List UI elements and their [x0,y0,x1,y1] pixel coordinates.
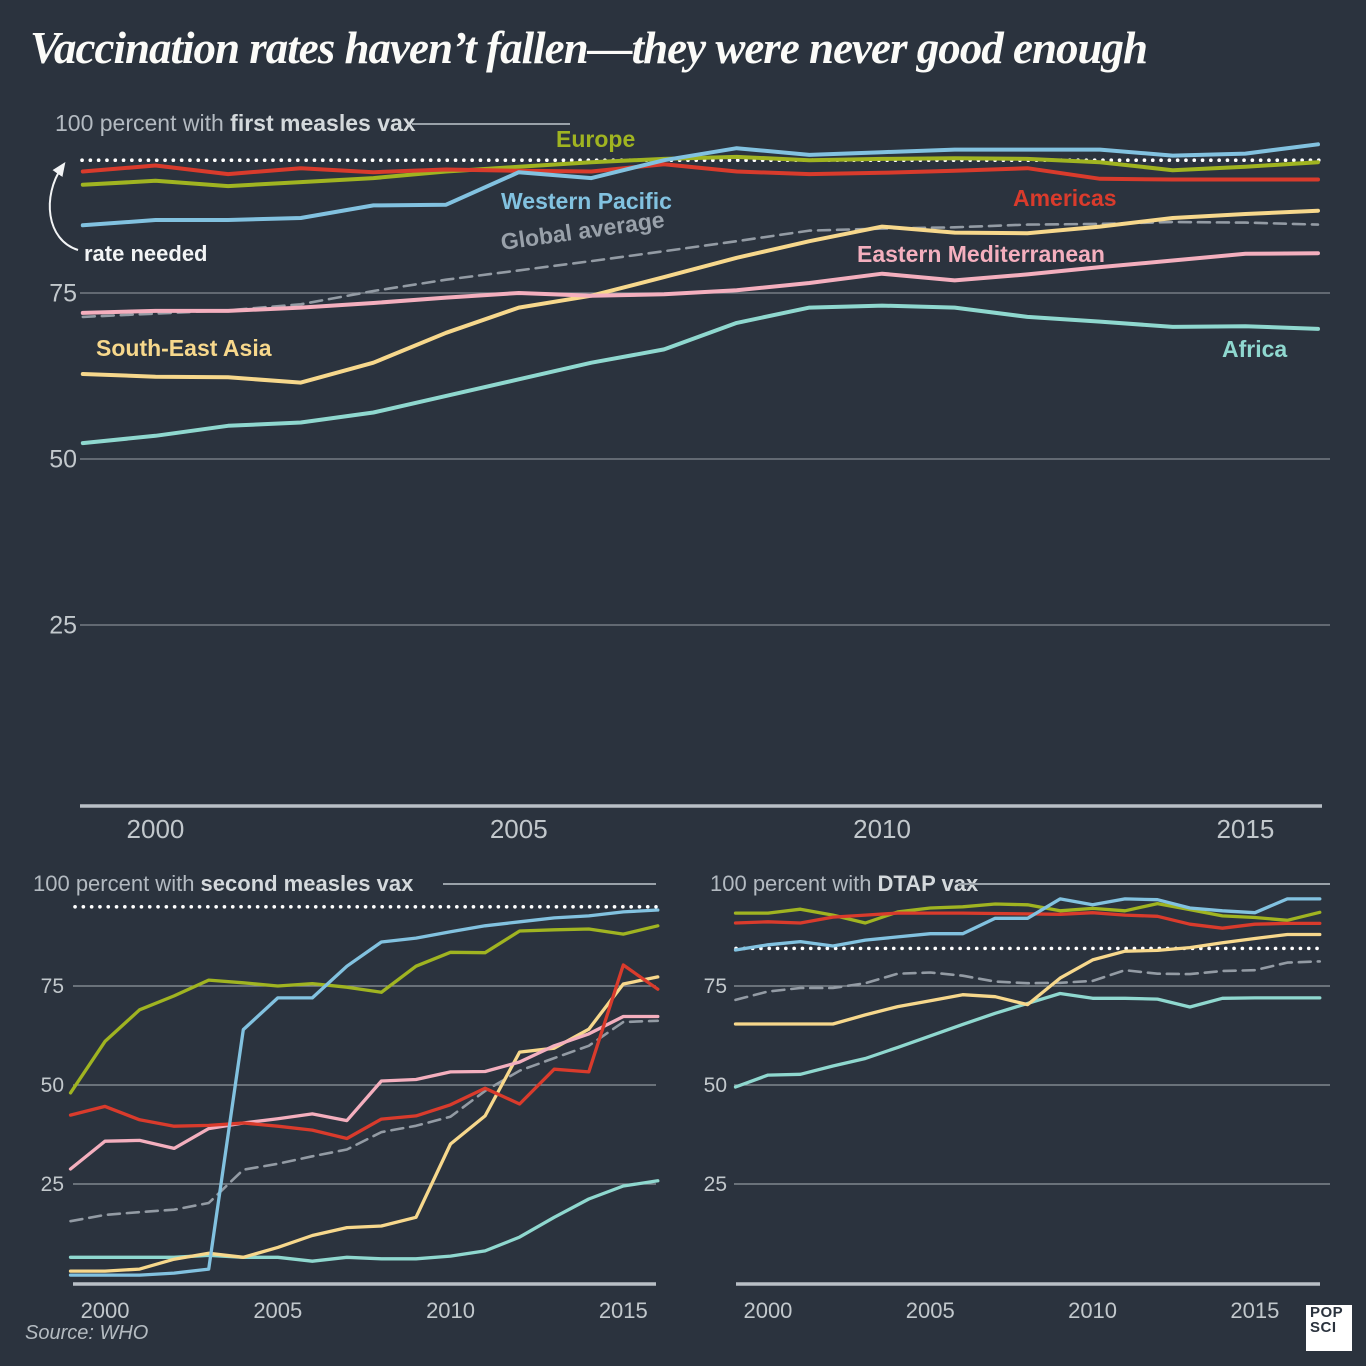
y-tick-label-75: 75 [41,975,64,998]
series-line-western-pacific [80,142,1320,228]
chart-second-measles: 75 50 25 2000 2005 2010 2015 100 percent with s… [33,871,660,1323]
x-tick-label-2000: 2000 [81,1298,130,1323]
x-tick-label-2005: 2005 [253,1298,302,1323]
series-line-global-average [69,1019,660,1223]
series-line-europe [80,154,1320,189]
chart-heading: 100 percent with second measles vax [33,871,414,896]
series-line-western-pacific [733,897,1322,952]
series-line-africa [68,1179,660,1263]
series-label-western-pacific: Western Pacific [501,188,672,214]
chart-first-measles: 75 50 25 2000 2005 2010 2015 100 percent with f… [48,110,1330,844]
y-tick-label-25: 25 [49,612,77,640]
x-tick-label-2015: 2015 [1230,1298,1279,1323]
series-line-americas [80,162,1320,182]
series-line-americas [68,963,660,1141]
y-tick-label-50: 50 [41,1074,64,1097]
series-line-global-average [734,960,1322,1002]
x-tick-label-2010: 2010 [426,1298,475,1323]
x-tick-label-2015: 2015 [599,1298,648,1323]
x-tick-label-2000: 2000 [127,814,185,844]
y-tick-label-75: 75 [704,975,727,998]
series-line-europe [733,901,1322,925]
x-tick-label-2005: 2005 [906,1298,955,1323]
rate-needed-arrow [48,162,79,251]
popsci-logo-line1: POP [1310,1304,1344,1321]
x-tick-label-2015: 2015 [1216,814,1274,844]
y-tick-label-50: 50 [49,446,77,474]
chart-heading-subject: first measles vax [230,110,416,136]
series-label-africa: Africa [1222,336,1287,362]
chart-heading-subject: second measles vax [201,871,415,896]
series-line-africa [733,991,1322,1089]
series-line-western-pacific [68,908,660,1277]
popsci-logo: POP SCI [1306,1305,1352,1351]
series-line-eastern-mediterranean [68,1014,660,1171]
series-line-eastern-mediterranean [80,251,1320,315]
chart-heading: 100 percent with DTAP vax [710,871,979,896]
series-line-europe [68,924,660,1095]
x-tick-label-2005: 2005 [490,814,548,844]
series-label-eastern-mediterranean: Eastern Mediterranean [857,241,1105,267]
y-tick-label-50: 50 [704,1074,727,1097]
rate-needed-label: rate needed [84,241,208,266]
series-label-south-east-asia: South-East Asia [96,335,272,361]
x-tick-label-2000: 2000 [743,1298,792,1323]
chart-heading-prefix: 100 percent with [710,871,878,896]
series-line-americas [733,911,1322,930]
series-line-south-east-asia [80,208,1320,385]
chart-dtap: 75 50 25 2000 2005 2010 2015 100 percent with D… [704,871,1330,1323]
page-title: Vaccination rates haven’t fallen—they we… [30,23,1148,73]
source-credit: Source: WHO [25,1322,149,1344]
chart-heading-prefix: 100 percent with [33,871,201,896]
x-tick-label-2010: 2010 [1068,1298,1117,1323]
series-label-americas: Americas [1013,185,1117,211]
series-line-south-east-asia [733,932,1322,1026]
popsci-logo-line2: SCI [1310,1319,1337,1337]
series-label-europe: Europe [556,126,635,152]
x-tick-label-2010: 2010 [853,814,911,844]
y-tick-label-25: 25 [41,1173,64,1196]
chart-heading: 100 percent with first measles vax [55,110,416,136]
y-tick-label-25: 25 [704,1173,727,1196]
series-line-africa [80,303,1320,446]
chart-heading-prefix: 100 percent with [55,110,230,136]
y-tick-label-75: 75 [49,280,77,308]
